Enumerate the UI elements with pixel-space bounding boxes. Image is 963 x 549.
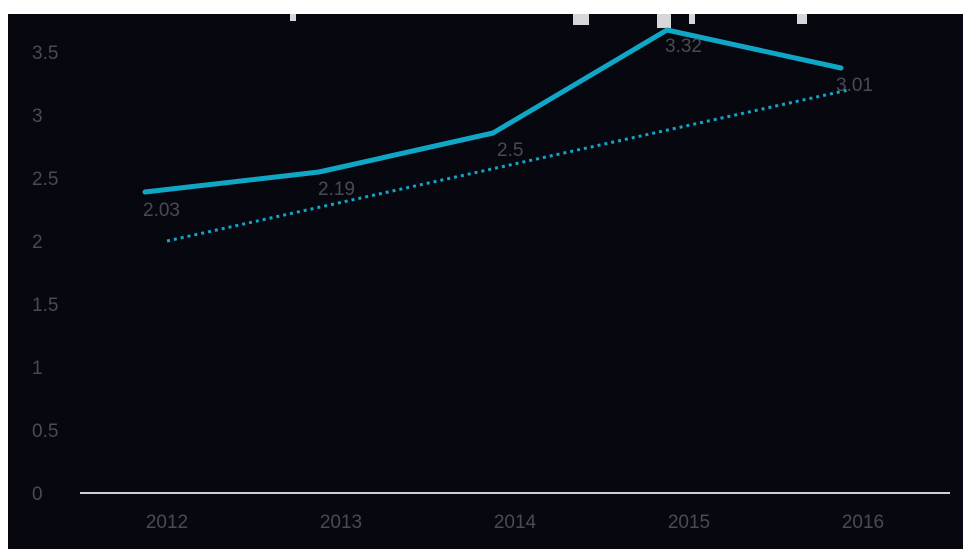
x-tick-label: 2016 [842,512,884,533]
y-tick-label: 1.5 [32,295,58,316]
cropped-title-fragments [290,14,807,28]
data-label: 3.01 [836,75,873,96]
x-tick-label: 2013 [320,512,362,533]
chart-panel: 0 0.5 1 1.5 2 2.5 3 3.5 2012 2013 2014 2015 2016 2.… [8,14,963,549]
y-tick-label: 0.5 [32,421,58,442]
y-tick-label: 3 [32,106,43,127]
data-label: 2.03 [143,200,180,221]
line-chart: 0 0.5 1 1.5 2 2.5 3 3.5 2012 2013 2014 2015 2016 2.… [32,14,950,533]
y-tick-label: 1 [32,358,43,379]
data-labels: 2.03 2.19 2.5 3.32 3.01 [143,36,873,221]
x-tick-label: 2012 [146,512,188,533]
data-label: 3.32 [665,36,702,57]
x-axis-tick-labels: 2012 2013 2014 2015 2016 [146,512,884,533]
y-tick-label: 0 [32,484,43,505]
x-tick-label: 2015 [668,512,710,533]
series-line [142,27,844,195]
data-label: 2.5 [497,140,523,161]
linear-trendline [166,88,850,243]
data-label: 2.19 [318,179,355,200]
y-tick-label: 2.5 [32,169,58,190]
y-axis-tick-labels: 0 0.5 1 1.5 2 2.5 3 3.5 [32,43,58,505]
y-tick-label: 2 [32,232,43,253]
x-tick-label: 2014 [494,512,537,533]
y-tick-label: 3.5 [32,43,58,64]
